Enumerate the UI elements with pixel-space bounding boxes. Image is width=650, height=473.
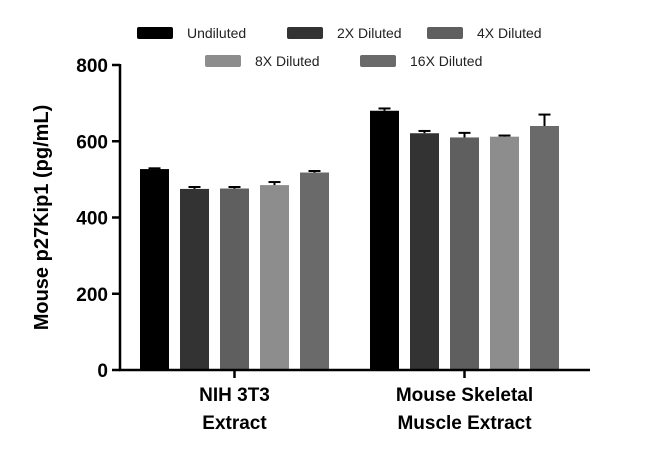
bar-0-1	[180, 188, 209, 370]
y-tick-label-2: 400	[76, 209, 108, 230]
bar-0-3	[260, 185, 289, 370]
legend-swatch-4	[360, 55, 396, 67]
bar-1-4	[530, 126, 559, 370]
bar-1-1	[410, 133, 439, 370]
legend-label-0: Undiluted	[187, 25, 246, 41]
bar-1-0	[370, 110, 399, 370]
y-tick-label-0: 0	[97, 361, 108, 382]
x-tick-label-0-0: NIH 3T3	[199, 385, 270, 406]
legend-swatch-2	[427, 27, 463, 39]
bar-0-4	[300, 172, 329, 370]
legend-swatch-0	[137, 27, 173, 39]
legend: Undiluted 2X Diluted 4X Diluted 8X Diluted 1…	[137, 25, 542, 69]
bar-0-0	[140, 169, 169, 370]
y-tick-label-1: 200	[76, 285, 108, 306]
error-bars	[148, 107, 551, 189]
axis-labels: NIH 3T3 Extract Mouse Skeletal Muscle Extra…	[31, 105, 533, 434]
y-tick-label-3: 600	[76, 132, 108, 153]
y-axis-label: Mouse p27Kip1 (pg/mL)	[31, 105, 53, 331]
bar-0-2	[220, 188, 249, 370]
legend-label-1: 2X Diluted	[337, 25, 402, 41]
legend-label-2: 4X Diluted	[477, 25, 542, 41]
x-tick-label-1-1: Muscle Extract	[397, 413, 532, 434]
legend-label-4: 16X Diluted	[410, 53, 482, 69]
legend-swatch-3	[205, 55, 241, 67]
x-tick-label-0-1: Extract	[202, 413, 267, 434]
bar-1-3	[490, 136, 519, 370]
x-tick-label-1-0: Mouse Skeletal	[396, 385, 533, 406]
legend-label-3: 8X Diluted	[255, 53, 320, 69]
bars	[140, 110, 559, 370]
bar-1-2	[450, 137, 479, 370]
y-tick-label-4: 800	[76, 56, 108, 77]
axes: 0 200 400 600 800	[76, 56, 590, 382]
legend-swatch-1	[287, 27, 323, 39]
